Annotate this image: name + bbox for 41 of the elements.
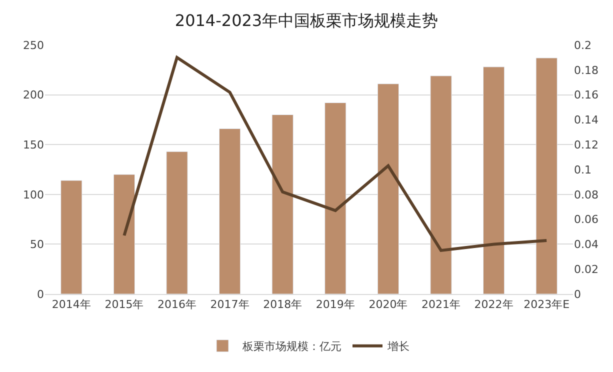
- x-tick-label: 2018年: [263, 298, 302, 312]
- x-tick-label: 2014年: [52, 298, 91, 312]
- x-tick-label: 2016年: [158, 298, 196, 312]
- y2-tick-label: 0.16: [574, 88, 598, 102]
- y2-tick-label: 0.08: [574, 188, 598, 202]
- y2-tick-label: 0.1: [574, 163, 592, 176]
- x-tick-label: 2022年: [474, 298, 514, 312]
- bar: [377, 84, 400, 294]
- bar: [324, 102, 346, 294]
- x-tick-label: 2017年: [210, 298, 250, 312]
- bar: [482, 66, 505, 294]
- bar: [272, 114, 294, 294]
- y-tick-label: 150: [23, 138, 44, 152]
- legend-label: 增长: [386, 340, 410, 354]
- y-tick-label: 250: [23, 38, 44, 52]
- y2-tick-label: 0.14: [574, 114, 598, 127]
- legend-label: 板栗市场规模：亿元: [242, 340, 342, 354]
- bar: [218, 128, 241, 294]
- y2-tick-label: 0: [574, 288, 581, 301]
- bar: [536, 58, 558, 294]
- x-tick-label: 2021年: [422, 298, 460, 312]
- y-tick-label: 100: [23, 188, 44, 202]
- x-tick-label: 2020年: [368, 298, 408, 312]
- bar: [166, 151, 188, 294]
- bar: [113, 174, 136, 294]
- y2-tick-label: 0.12: [574, 138, 598, 152]
- y2-tick-label: 0.04: [574, 238, 598, 252]
- y2-tick-label: 0.18: [574, 64, 598, 77]
- y-tick-label: 50: [30, 238, 44, 252]
- x-tick-label: 2023年E: [524, 298, 570, 312]
- y2-tick-label: 0.02: [574, 262, 598, 276]
- chart-title: 2014-2023年中国板栗市场规模走势: [174, 11, 438, 30]
- x-tick-label: 2019年: [316, 298, 355, 312]
- bar: [430, 76, 452, 294]
- y-tick-label: 0: [37, 288, 44, 301]
- y-tick-label: 200: [23, 88, 44, 102]
- y2-tick-label: 0.2: [574, 38, 592, 52]
- y2-tick-label: 0.06: [574, 213, 598, 226]
- x-tick-label: 2015年: [104, 298, 144, 312]
- line-series: [122, 56, 548, 252]
- bar: [60, 180, 82, 294]
